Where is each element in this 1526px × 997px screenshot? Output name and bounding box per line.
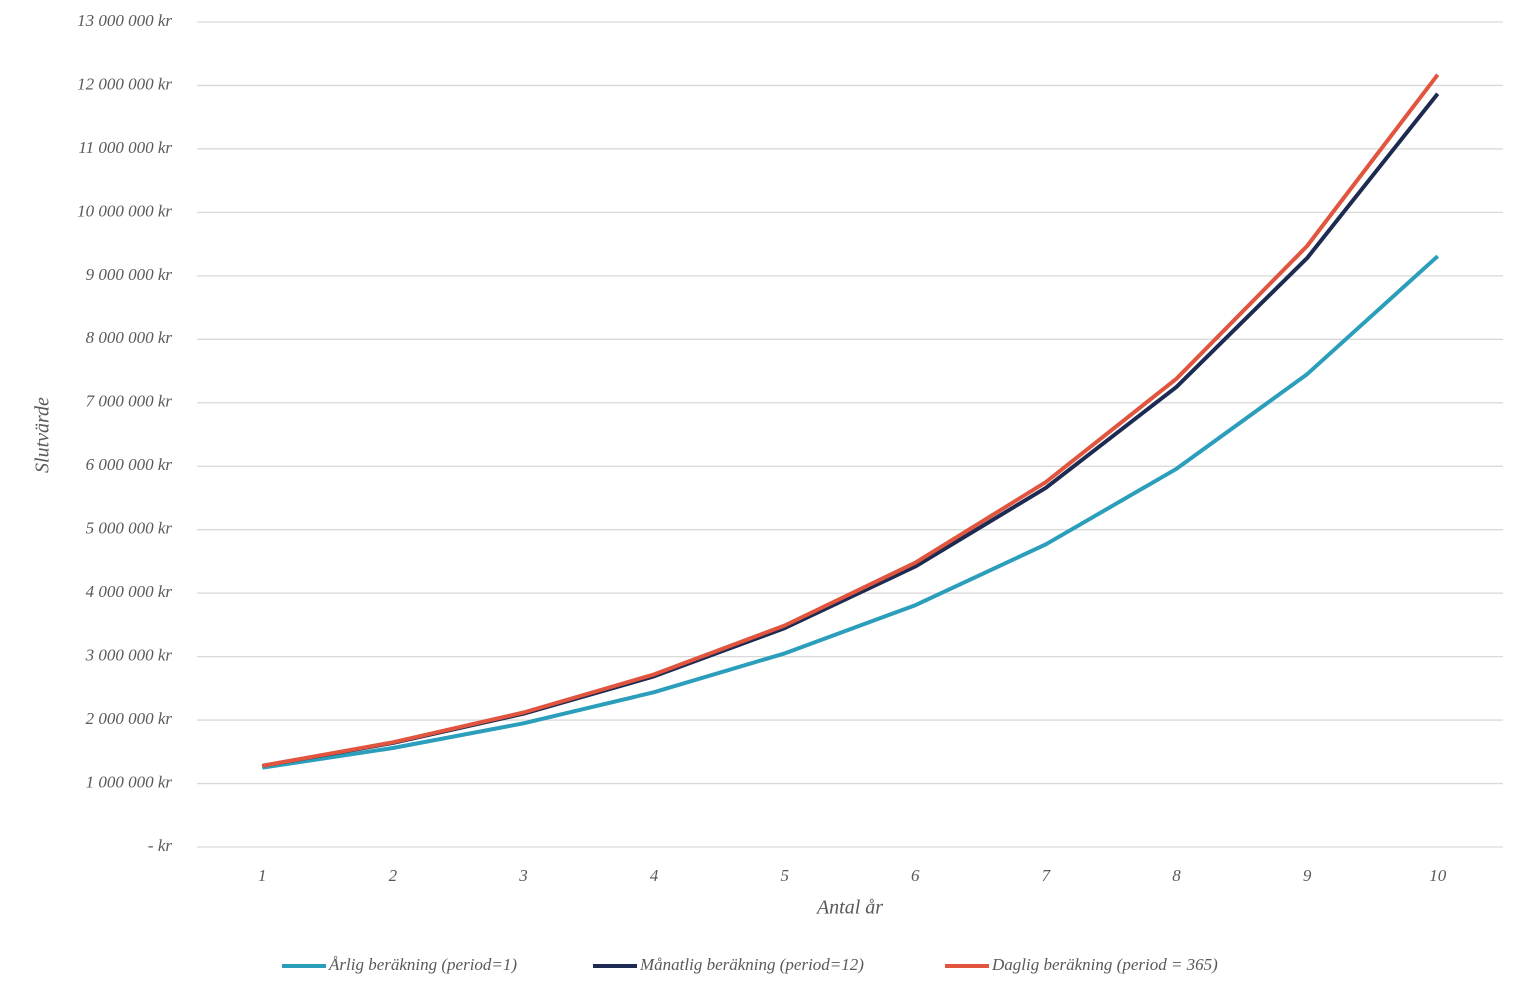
x-axis-title: Antal år	[815, 897, 883, 919]
y-tick-label: 4 000 000 kr	[86, 582, 173, 601]
x-tick-label: 5	[780, 866, 789, 885]
x-tick-label: 3	[518, 866, 528, 885]
y-tick-label: 3 000 000 kr	[85, 646, 173, 665]
x-tick-label: 2	[389, 866, 398, 885]
y-tick-label: 7 000 000 kr	[86, 392, 173, 411]
y-tick-label: 6 000 000 kr	[86, 455, 173, 474]
y-tick-label: 13 000 000 kr	[77, 11, 172, 30]
series-line	[261, 92, 1440, 768]
x-tick-label: 4	[650, 866, 659, 885]
series-line	[262, 254, 1440, 770]
y-tick-label: 1 000 000 kr	[86, 772, 173, 791]
y-tick-label: 8 000 000 kr	[86, 328, 173, 347]
legend-label: Månatlig beräkning (period=12)	[639, 955, 864, 974]
y-tick-label: 2 000 000 kr	[86, 709, 173, 728]
y-tick-label: - kr	[148, 836, 172, 855]
x-tick-label: 6	[911, 866, 920, 885]
legend-label: Daglig beräkning (period = 365)	[991, 955, 1218, 974]
x-tick-label: 1	[258, 866, 267, 885]
y-axis-title: Slutvärde	[32, 397, 54, 473]
y-tick-label: 11 000 000 kr	[78, 138, 172, 157]
y-tick-label: 10 000 000 kr	[77, 201, 172, 220]
x-tick-label: 8	[1172, 866, 1181, 885]
series-line	[261, 73, 1440, 768]
x-tick-label: 10	[1429, 866, 1447, 885]
y-tick-label: 5 000 000 kr	[86, 519, 173, 538]
legend-label: Årlig beräkning (period=1)	[328, 955, 517, 974]
y-tick-label: 9 000 000 kr	[86, 265, 173, 284]
x-tick-label: 7	[1042, 866, 1052, 885]
x-tick-label: 9	[1303, 866, 1312, 885]
y-tick-label: 12 000 000 kr	[77, 74, 172, 93]
